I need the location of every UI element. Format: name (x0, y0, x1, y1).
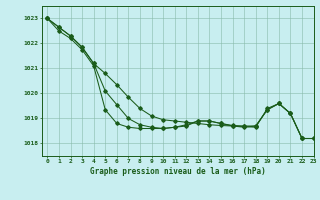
X-axis label: Graphe pression niveau de la mer (hPa): Graphe pression niveau de la mer (hPa) (90, 167, 266, 176)
